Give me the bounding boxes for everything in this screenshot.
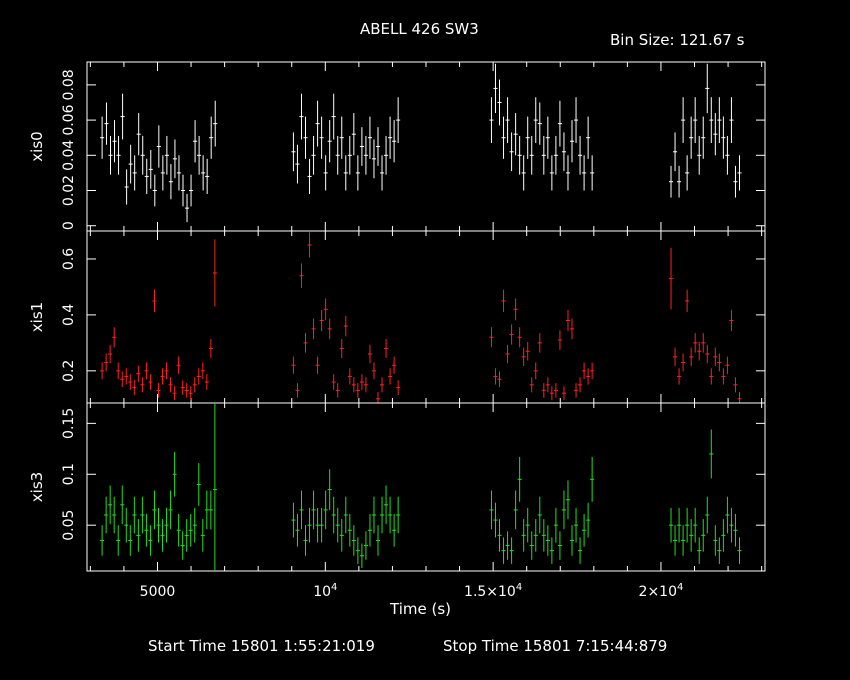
xis1-ytick-label: 0.6 xyxy=(61,248,77,270)
x-tick-label: 5000 xyxy=(140,584,176,600)
x-axis-label: Time (s) xyxy=(390,600,451,618)
x-tick-label: 2×104 xyxy=(639,582,684,600)
bin-size-label: Bin Size: 121.67 s xyxy=(610,31,745,49)
chart-title: ABELL 426 SW3 xyxy=(360,20,479,38)
xis1-ytick-label: 0.2 xyxy=(61,360,77,382)
xis3-ytick-label: 0.15 xyxy=(61,408,77,439)
xis0-ytick-label: 0.06 xyxy=(61,104,77,135)
start-time-label: Start Time 15801 1:55:21:019 xyxy=(148,637,375,655)
xis0-ytick-label: 0.04 xyxy=(61,140,77,171)
xis0-ytick-label: 0 xyxy=(61,221,77,230)
xis1-ylabel: xis1 xyxy=(28,302,46,332)
xis3-panel-frame xyxy=(86,402,766,572)
xis0-panel-frame xyxy=(86,61,766,232)
xis1-panel-frame xyxy=(86,230,766,404)
xis0-ytick-label: 0.08 xyxy=(61,69,77,100)
xis0-ylabel: xis0 xyxy=(28,131,46,161)
xis0-ytick-label: 0.02 xyxy=(61,175,77,206)
xis3-ytick-label: 0.05 xyxy=(61,510,77,541)
x-tick-label: 1.5×104 xyxy=(464,582,522,600)
xis3-ylabel: xis3 xyxy=(28,472,46,502)
xis1-ytick-label: 0.4 xyxy=(61,304,77,326)
xis3-ytick-label: 0.1 xyxy=(61,463,77,485)
stop-time-label: Stop Time 15801 7:15:44:879 xyxy=(443,637,668,655)
x-tick-label: 104 xyxy=(313,582,337,600)
